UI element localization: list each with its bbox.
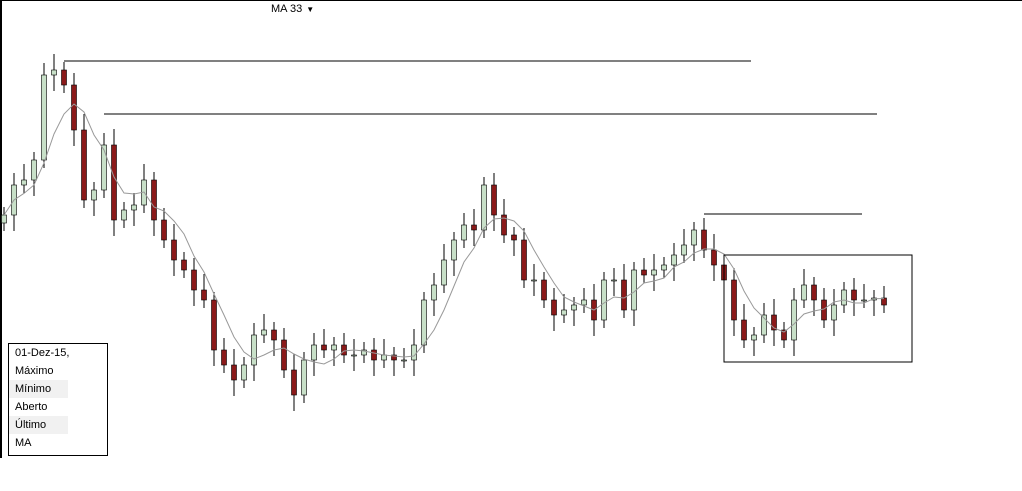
candle-body bbox=[421, 299, 427, 346]
rectangle-drawing bbox=[723, 254, 913, 363]
candle-body bbox=[781, 329, 787, 341]
indicator-label: MA 33 bbox=[271, 3, 303, 15]
candle-body bbox=[121, 209, 127, 221]
candle-body bbox=[411, 344, 417, 361]
candle-body bbox=[171, 239, 177, 261]
candle-body bbox=[361, 349, 367, 356]
legend-ma: MA bbox=[15, 437, 32, 449]
candle-body bbox=[691, 229, 697, 246]
candle-body bbox=[221, 349, 227, 366]
candle-body bbox=[541, 279, 547, 301]
candle-body bbox=[851, 289, 857, 301]
candle-body bbox=[761, 314, 767, 336]
candle-body bbox=[491, 184, 497, 216]
candle-body bbox=[451, 239, 457, 261]
candle-body bbox=[461, 224, 467, 241]
candle-body bbox=[251, 334, 257, 366]
candle-body bbox=[681, 244, 687, 256]
candle-body bbox=[61, 69, 67, 86]
candle-body bbox=[111, 144, 117, 221]
legend-high: Máximo bbox=[15, 365, 54, 377]
candle-body bbox=[431, 284, 437, 301]
candle-body bbox=[101, 144, 107, 191]
candle-body bbox=[291, 369, 297, 396]
candle-body bbox=[211, 299, 217, 351]
candle-body bbox=[771, 314, 777, 331]
candle-body bbox=[351, 354, 357, 357]
indicator-dropdown[interactable]: MA 33 ▼ bbox=[271, 3, 314, 16]
candle-body bbox=[131, 204, 137, 211]
candle-body bbox=[481, 184, 487, 231]
candle-body bbox=[701, 229, 707, 251]
candle-body bbox=[501, 214, 507, 236]
candle-body bbox=[831, 304, 837, 321]
legend-open: Aberto bbox=[15, 401, 48, 413]
candle-body bbox=[741, 319, 747, 341]
candle-body bbox=[371, 349, 377, 361]
candle-body bbox=[801, 284, 807, 301]
candle-body bbox=[841, 289, 847, 306]
legend-date: 01-Dez-15, bbox=[15, 347, 70, 359]
data-legend: 01-Dez-15, Máximo Mínimo Aberto Último M… bbox=[8, 343, 108, 456]
candle-body bbox=[881, 297, 887, 306]
candle-body bbox=[731, 279, 737, 321]
candle-body bbox=[791, 299, 797, 341]
candle-body bbox=[241, 364, 247, 381]
candle-body bbox=[261, 329, 267, 336]
candle-body bbox=[51, 69, 57, 76]
candle-body bbox=[651, 269, 657, 276]
candle-body bbox=[441, 259, 447, 286]
candle-body bbox=[821, 299, 827, 321]
candle-body bbox=[581, 299, 587, 306]
candle-body bbox=[511, 234, 517, 241]
candle-body bbox=[641, 269, 647, 276]
candle-body bbox=[861, 299, 867, 302]
candle-body bbox=[401, 359, 407, 362]
candle-body bbox=[471, 224, 477, 231]
candle-body bbox=[341, 344, 347, 356]
candle-body bbox=[71, 84, 77, 131]
candle-body bbox=[191, 269, 197, 291]
candle-body bbox=[571, 304, 577, 311]
candle-body bbox=[561, 309, 567, 316]
candle-body bbox=[661, 264, 667, 271]
candle-body bbox=[321, 344, 327, 351]
candle-body bbox=[331, 344, 337, 351]
candle-body bbox=[271, 329, 277, 341]
candle-body bbox=[1, 214, 7, 224]
candle-body bbox=[711, 249, 717, 266]
candle-body bbox=[231, 364, 237, 381]
caret-down-icon: ▼ bbox=[306, 4, 315, 14]
candle-body bbox=[671, 254, 677, 266]
candle-body bbox=[81, 129, 87, 201]
candle-body bbox=[181, 259, 187, 271]
candle-body bbox=[611, 279, 617, 282]
candle-body bbox=[301, 359, 307, 396]
candle-body bbox=[391, 354, 397, 361]
candle-body bbox=[31, 159, 37, 181]
candle-body bbox=[201, 289, 207, 301]
candle-body bbox=[21, 179, 27, 186]
candle-body bbox=[811, 284, 817, 301]
candle-body bbox=[521, 239, 527, 281]
candle-body bbox=[41, 74, 47, 161]
candle-body bbox=[601, 279, 607, 321]
legend-last: Último bbox=[9, 416, 68, 434]
candle-body bbox=[381, 354, 387, 361]
candle-body bbox=[281, 339, 287, 371]
candle-body bbox=[151, 179, 157, 221]
candle-body bbox=[311, 344, 317, 361]
candle-body bbox=[751, 334, 757, 341]
chart-frame bbox=[0, 0, 1022, 458]
candle-body bbox=[551, 299, 557, 316]
moving-average-line bbox=[3, 103, 884, 365]
candle-body bbox=[531, 279, 537, 282]
candle-body bbox=[91, 189, 97, 201]
legend-low: Mínimo bbox=[9, 380, 68, 398]
candle-body bbox=[621, 279, 627, 311]
candle-body bbox=[161, 219, 167, 241]
